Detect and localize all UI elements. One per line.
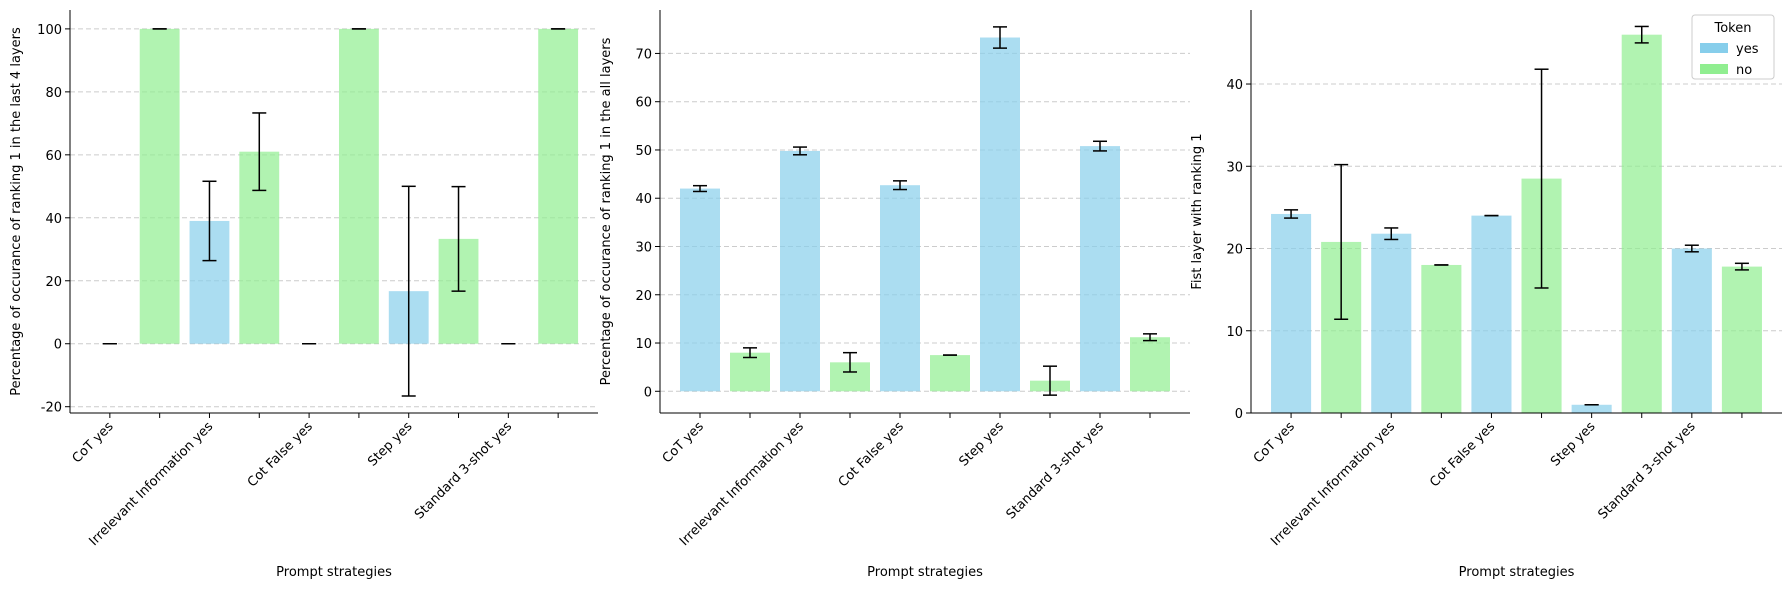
y-tick-label: 10	[1226, 325, 1243, 340]
y-tick-label: -20	[41, 401, 62, 416]
y-axis-label: Fist layer with ranking 1	[1190, 133, 1205, 289]
x-tick-label: Cot False yes	[245, 419, 316, 490]
error-bar	[1384, 227, 1399, 241]
y-tick-label: 20	[45, 275, 62, 290]
bar	[980, 37, 1020, 392]
x-tick-label: CoT yes	[70, 419, 117, 466]
y-tick-label: 20	[635, 289, 652, 304]
error-bar	[1143, 333, 1157, 342]
error-bar	[1634, 25, 1649, 44]
bar	[880, 185, 920, 392]
x-axis-label: Prompt strategies	[1459, 565, 1575, 580]
error-bar	[1334, 163, 1349, 320]
legend-title: Token	[1714, 21, 1752, 36]
bar	[1371, 233, 1412, 413]
error-bar	[1093, 140, 1107, 152]
y-tick-label: 70	[635, 47, 652, 62]
error-bar	[743, 347, 757, 359]
bar	[930, 355, 970, 392]
error-bar	[1734, 262, 1749, 271]
x-tick-label: Standard 3-shot yes	[1004, 419, 1107, 522]
y-tick-label: 0	[644, 385, 652, 400]
x-tick-label: CoT yes	[1251, 419, 1298, 466]
error-bar	[1684, 244, 1699, 253]
y-tick-label: 50	[635, 144, 652, 159]
error-bar	[252, 112, 267, 192]
y-tick-label: 20	[1226, 243, 1243, 258]
error-bar	[793, 146, 807, 156]
y-axis-label: Percentage of occurance of ranking 1 in …	[9, 27, 24, 396]
error-bar	[993, 26, 1007, 49]
legend-swatch	[1700, 64, 1728, 74]
error-bar	[401, 185, 416, 397]
error-bar	[451, 185, 466, 292]
bar	[1571, 404, 1612, 413]
x-tick-label: Standard 3-shot yes	[412, 419, 515, 522]
error-bar	[693, 184, 707, 193]
bar	[1080, 146, 1120, 392]
bar	[538, 28, 579, 344]
legend-label: no	[1736, 63, 1752, 78]
bar	[1671, 248, 1712, 413]
y-tick-label: 60	[45, 149, 62, 164]
y-tick-label: 60	[635, 96, 652, 111]
legend-label: yes	[1736, 42, 1759, 57]
y-tick-label: 30	[1226, 160, 1243, 175]
bar	[1130, 337, 1170, 392]
bar	[1621, 34, 1662, 414]
error-bar	[1534, 68, 1549, 289]
y-tick-label: 100	[37, 23, 62, 38]
bar	[1471, 215, 1512, 413]
bar	[139, 28, 180, 344]
bar	[338, 28, 379, 344]
x-axis-label: Prompt strategies	[867, 565, 983, 580]
x-tick-label: Step yes	[365, 419, 416, 470]
y-axis-label: Percentage of occurance of ranking 1 in …	[599, 37, 614, 385]
legend-box	[1691, 14, 1775, 80]
x-tick-label: Step yes	[1548, 419, 1599, 470]
bar	[1271, 213, 1312, 413]
error-bar	[843, 351, 857, 373]
error-bar	[202, 180, 217, 262]
y-tick-label: 80	[45, 86, 62, 101]
bar	[1721, 266, 1762, 413]
y-tick-label: 40	[635, 192, 652, 207]
bar	[680, 188, 720, 392]
x-tick-label: CoT yes	[660, 419, 707, 466]
error-bar	[1043, 365, 1057, 396]
legend-swatch	[1700, 43, 1728, 53]
y-tick-label: 30	[635, 240, 652, 255]
x-tick-label: Cot False yes	[1427, 419, 1498, 490]
bar	[730, 352, 770, 392]
error-bar	[893, 180, 907, 191]
y-tick-label: 0	[54, 338, 62, 353]
y-tick-label: 40	[1226, 78, 1243, 93]
y-tick-label: 10	[635, 337, 652, 352]
bar	[780, 150, 820, 392]
y-tick-label: 0	[1235, 407, 1243, 422]
x-tick-label: Cot False yes	[836, 419, 907, 490]
error-bar	[1284, 209, 1299, 219]
x-tick-label: Standard 3-shot yes	[1595, 419, 1698, 522]
bar	[1421, 264, 1462, 413]
x-tick-label: Step yes	[956, 419, 1007, 470]
y-tick-label: 40	[45, 212, 62, 227]
x-axis-label: Prompt strategies	[276, 565, 392, 580]
